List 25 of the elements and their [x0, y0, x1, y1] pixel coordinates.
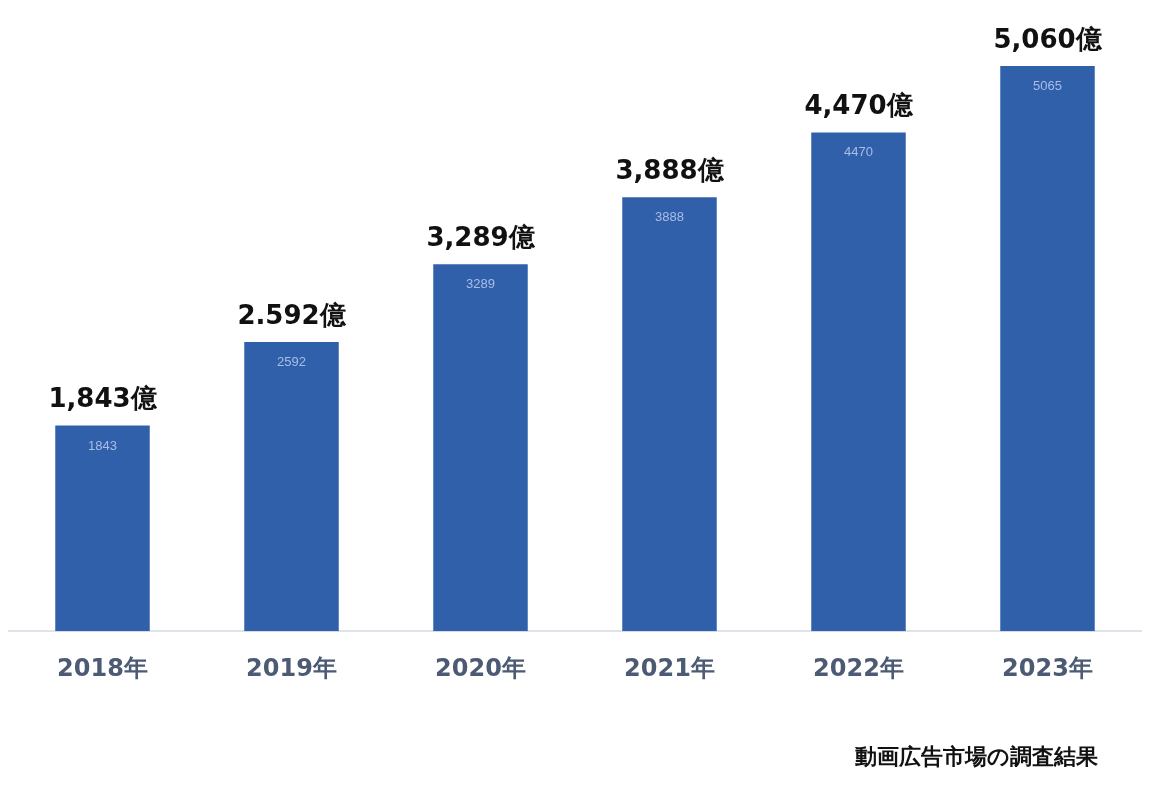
bar — [55, 425, 150, 632]
bar — [811, 132, 906, 632]
bar — [622, 197, 717, 632]
data-label: 3289 — [466, 276, 495, 292]
x-tick-label: 2020年 — [435, 653, 526, 682]
x-tick-label: 2019年 — [246, 653, 337, 682]
data-label: 1843 — [88, 437, 117, 453]
annotation: 4,470億 — [804, 90, 914, 121]
x-tick-label: 2022年 — [813, 653, 904, 682]
data-label: 3888 — [655, 209, 684, 225]
annotation: 3,289億 — [426, 221, 536, 252]
bar — [244, 341, 339, 632]
annotation: 1,843億 — [48, 383, 158, 414]
x-tick-label: 2021年 — [624, 653, 715, 682]
annotation: 3,888億 — [615, 155, 725, 186]
bar — [1000, 66, 1095, 632]
text: 動画広告市場の調査結果 — [854, 743, 1099, 771]
annotation: 5,060億 — [993, 23, 1103, 54]
annotation: 2.592億 — [237, 299, 347, 330]
data-label: 5065 — [1033, 78, 1062, 94]
x-tick-label: 2018年 — [57, 653, 148, 682]
data-label: 2592 — [277, 354, 306, 370]
bar — [433, 264, 528, 632]
x-tick-label: 2023年 — [1002, 653, 1093, 682]
data-label: 4470 — [844, 144, 873, 160]
